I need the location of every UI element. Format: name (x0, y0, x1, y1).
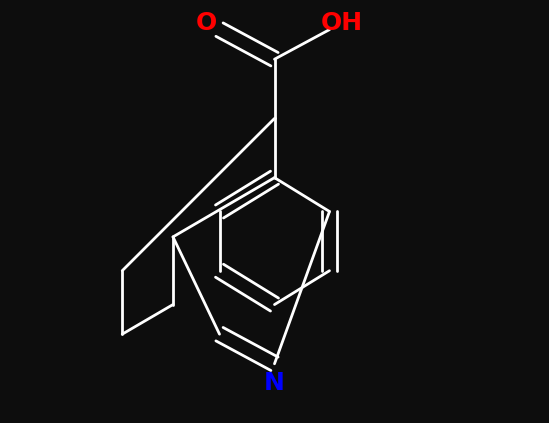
Text: N: N (264, 371, 285, 395)
Text: OH: OH (321, 11, 363, 35)
Text: O: O (196, 11, 217, 35)
